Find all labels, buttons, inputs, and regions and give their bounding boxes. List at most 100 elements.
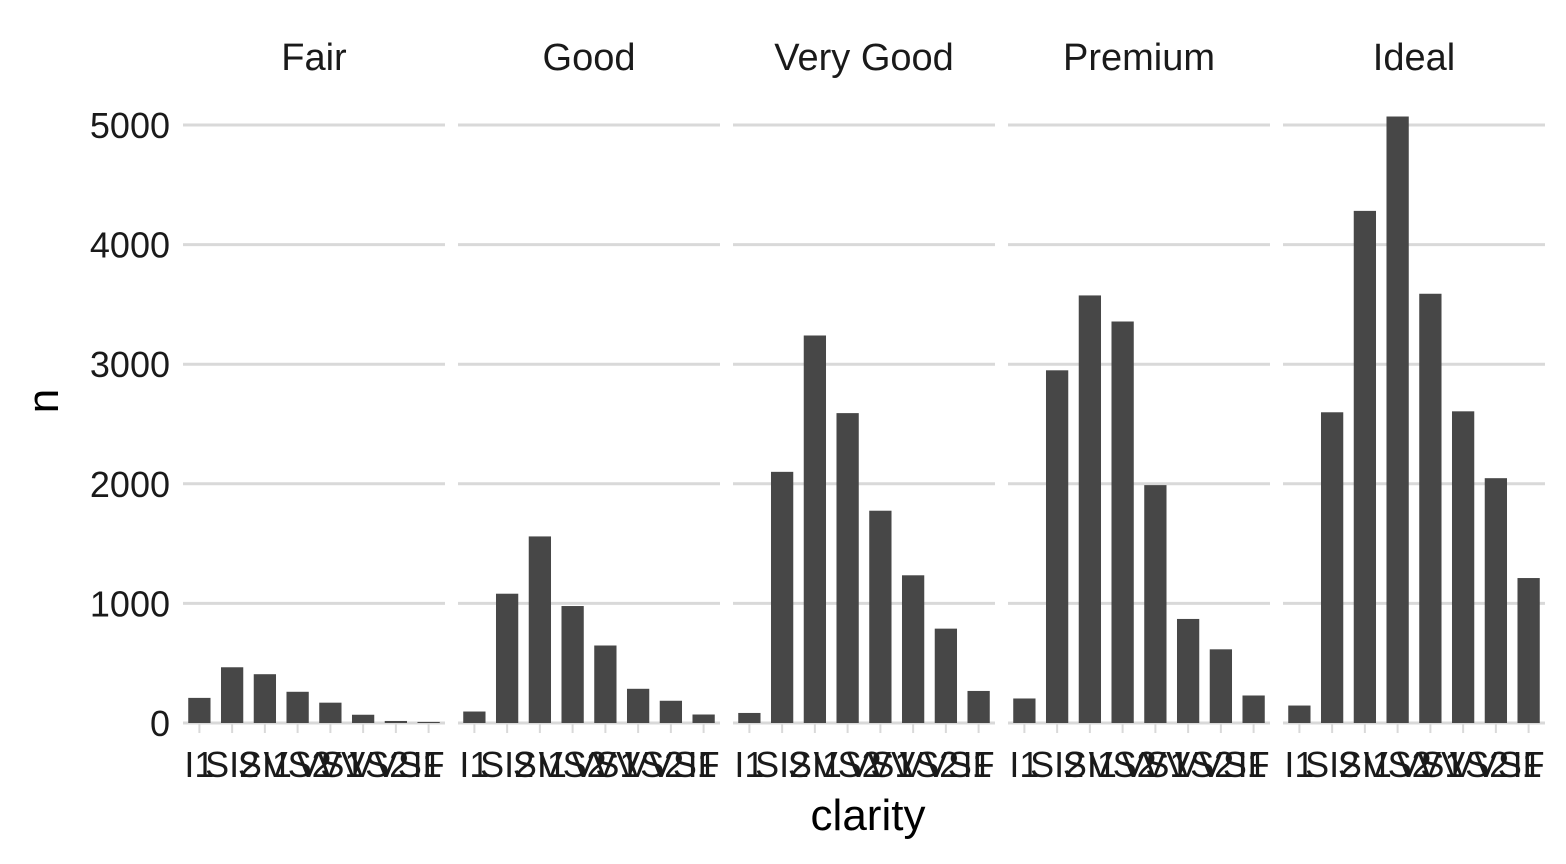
bar-vvs2 — [626, 688, 650, 723]
x-tick-label: VS1 — [571, 744, 639, 785]
y-tick-label: 3000 — [90, 344, 170, 385]
bar-vvs1 — [1209, 649, 1233, 723]
y-tick-label: 1000 — [90, 583, 170, 624]
x-tick-label: IF — [688, 744, 720, 785]
x-tick-label: SI1 — [513, 744, 567, 785]
x-tick-label: SI2 — [1030, 744, 1084, 785]
bar-vvs1 — [659, 700, 683, 723]
bar-si2 — [1320, 412, 1344, 723]
bar-si2 — [1045, 370, 1069, 723]
bar-if — [967, 690, 990, 723]
bar-i1 — [1013, 698, 1036, 723]
bar-vs1 — [1144, 485, 1167, 723]
x-tick-label: I1 — [734, 744, 764, 785]
x-tick-label: I1 — [459, 744, 489, 785]
bar-vs2 — [836, 413, 859, 723]
y-tick-label: 4000 — [90, 225, 170, 266]
bar-vs2 — [286, 691, 309, 723]
x-tick-label: SI1 — [1063, 744, 1117, 785]
bar-si1 — [1353, 210, 1377, 723]
bar-si1 — [253, 674, 277, 723]
bar-i1 — [1288, 705, 1311, 723]
bar-i1 — [738, 712, 761, 723]
x-tick-label: VVS2 — [317, 744, 409, 785]
x-tick-label: SI2 — [480, 744, 534, 785]
bar-vvs2 — [351, 714, 375, 723]
x-tick-label: VVS1 — [1450, 744, 1542, 785]
x-tick-label: SI1 — [238, 744, 292, 785]
facet-title: Premium — [1063, 37, 1215, 79]
x-tick-label: IF — [413, 744, 445, 785]
x-tick-label: VS2 — [539, 744, 607, 785]
x-tick-label: VVS1 — [900, 744, 992, 785]
y-axis: 0 1000 2000 3000 4000 5000 — [90, 105, 170, 744]
bar-si1 — [1078, 295, 1102, 723]
bar-vvs2 — [901, 575, 925, 723]
bar-si2 — [495, 593, 519, 723]
bar-vs2 — [1386, 116, 1409, 723]
x-tick-label: VVS2 — [867, 744, 959, 785]
bar-if — [692, 714, 715, 723]
x-tick-label: VS1 — [1121, 744, 1189, 785]
x-tick-label: VVS2 — [1142, 744, 1234, 785]
x-tick-label: IF — [1513, 744, 1545, 785]
bar-vvs2 — [1451, 411, 1475, 723]
bar-vs1 — [594, 645, 617, 723]
x-tick-label: I1 — [1284, 744, 1314, 785]
bar-si2 — [220, 667, 244, 723]
bar-vs1 — [869, 510, 892, 723]
y-axis-title: n — [19, 389, 68, 413]
bar-si2 — [770, 471, 794, 723]
facet-panels: FairI1SI2SI1VS2VS1VVS2VVS1IFGoodI1SI2SI1… — [183, 37, 1545, 785]
bar-if — [1242, 695, 1265, 723]
x-tick-label: VVS1 — [1175, 744, 1267, 785]
y-tick-label: 2000 — [90, 464, 170, 505]
bar-i1 — [463, 711, 486, 723]
x-tick-label: IF — [963, 744, 995, 785]
x-tick-label: I1 — [184, 744, 214, 785]
facet-title: Ideal — [1373, 37, 1455, 79]
y-tick-label: 0 — [150, 703, 170, 744]
x-tick-label: SI1 — [788, 744, 842, 785]
bar-si1 — [528, 536, 552, 723]
bar-if — [1517, 578, 1540, 723]
x-tick-label: SI1 — [1338, 744, 1392, 785]
x-axis-title: clarity — [811, 791, 926, 840]
bar-vs1 — [319, 702, 342, 723]
x-tick-label: VS2 — [1089, 744, 1157, 785]
bar-vs2 — [1111, 321, 1134, 723]
bar-vvs1 — [384, 720, 408, 723]
facet-title: Good — [543, 37, 636, 79]
bar-vs1 — [1419, 293, 1442, 723]
x-tick-label: VS1 — [296, 744, 364, 785]
bar-if — [417, 721, 440, 723]
facet-title: Fair — [281, 37, 347, 79]
x-tick-label: VS1 — [1396, 744, 1464, 785]
x-tick-label: VS1 — [846, 744, 914, 785]
bar-si1 — [803, 335, 827, 723]
bar-vvs1 — [934, 628, 958, 723]
x-tick-label: VS2 — [264, 744, 332, 785]
x-tick-label: VVS1 — [350, 744, 442, 785]
x-tick-label: VVS1 — [625, 744, 717, 785]
x-tick-label: VVS2 — [592, 744, 684, 785]
bar-vvs2 — [1176, 618, 1200, 723]
bar-vs2 — [561, 606, 584, 723]
x-tick-label: SI2 — [1305, 744, 1359, 785]
x-tick-label: VS2 — [814, 744, 882, 785]
bar-i1 — [188, 697, 211, 723]
x-tick-label: I1 — [1009, 744, 1039, 785]
facet-title: Very Good — [774, 37, 954, 79]
x-tick-label: VVS2 — [1417, 744, 1509, 785]
x-tick-label: SI2 — [755, 744, 809, 785]
x-tick-label: SI2 — [205, 744, 259, 785]
x-tick-label: VS2 — [1364, 744, 1432, 785]
bar-vvs1 — [1484, 478, 1508, 723]
y-tick-label: 5000 — [90, 105, 170, 146]
